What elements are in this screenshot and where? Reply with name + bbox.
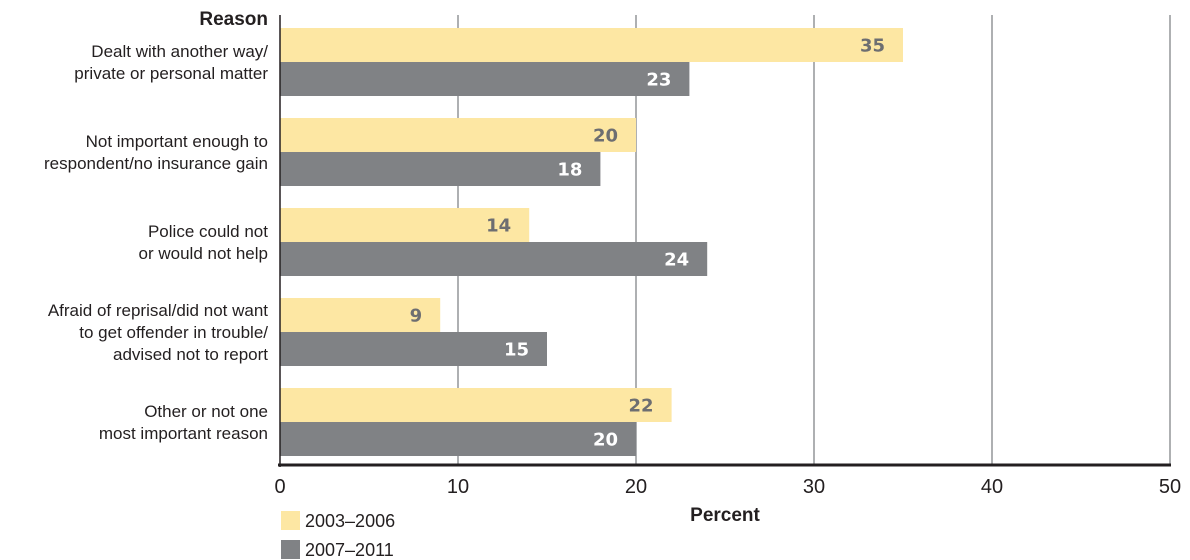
legend-swatch — [281, 511, 300, 530]
data-label: 9 — [410, 306, 423, 327]
category-label: Other or not one most important reason — [99, 402, 268, 443]
category-label: Afraid of reprisal/did not want to get of… — [48, 301, 268, 364]
y-axis-title: Reason — [199, 9, 268, 30]
category-label: Not important enough to respondent/no ins… — [44, 132, 268, 173]
bar — [280, 152, 601, 186]
legend-label: 2007–2011 — [305, 540, 394, 560]
x-tick-label: 40 — [981, 476, 1003, 498]
data-labels: 35 23 20 18 14 24 9 15 22 20 — [410, 36, 885, 451]
x-tick-label: 20 — [625, 476, 647, 498]
data-label: 35 — [860, 36, 885, 57]
legend-label: 2003–2006 — [305, 511, 395, 531]
x-tick-label: 30 — [803, 476, 825, 498]
bar — [280, 298, 441, 332]
data-label: 20 — [593, 126, 618, 147]
data-label: 15 — [504, 340, 529, 361]
axes — [278, 15, 1171, 467]
legend-swatch — [281, 540, 300, 559]
data-label: 23 — [646, 70, 671, 91]
x-tick-label: 0 — [274, 476, 285, 498]
bar — [280, 242, 708, 276]
category-labels: Dealt with another way/private or person… — [44, 42, 268, 443]
x-axis-title: Percent — [690, 505, 760, 526]
x-tick-labels: 0 10 20 30 40 50 — [274, 476, 1181, 498]
bar — [280, 118, 636, 152]
data-label: 14 — [486, 216, 511, 237]
bars — [280, 28, 903, 456]
category-label: Dealt with another way/private or person… — [74, 42, 268, 83]
legend: 2003–2006 2007–2011 — [281, 511, 395, 560]
bar — [280, 422, 636, 456]
x-tick-label: 10 — [447, 476, 469, 498]
bar — [280, 208, 530, 242]
data-label: 18 — [557, 160, 582, 181]
data-label: 22 — [629, 396, 654, 417]
bar — [280, 332, 547, 366]
bar — [280, 28, 903, 62]
x-tick-label: 50 — [1159, 476, 1181, 498]
bar — [280, 388, 672, 422]
category-label: Police could not or would not help — [139, 222, 269, 263]
bar — [280, 62, 690, 96]
data-label: 20 — [593, 430, 618, 451]
data-label: 24 — [664, 250, 689, 271]
